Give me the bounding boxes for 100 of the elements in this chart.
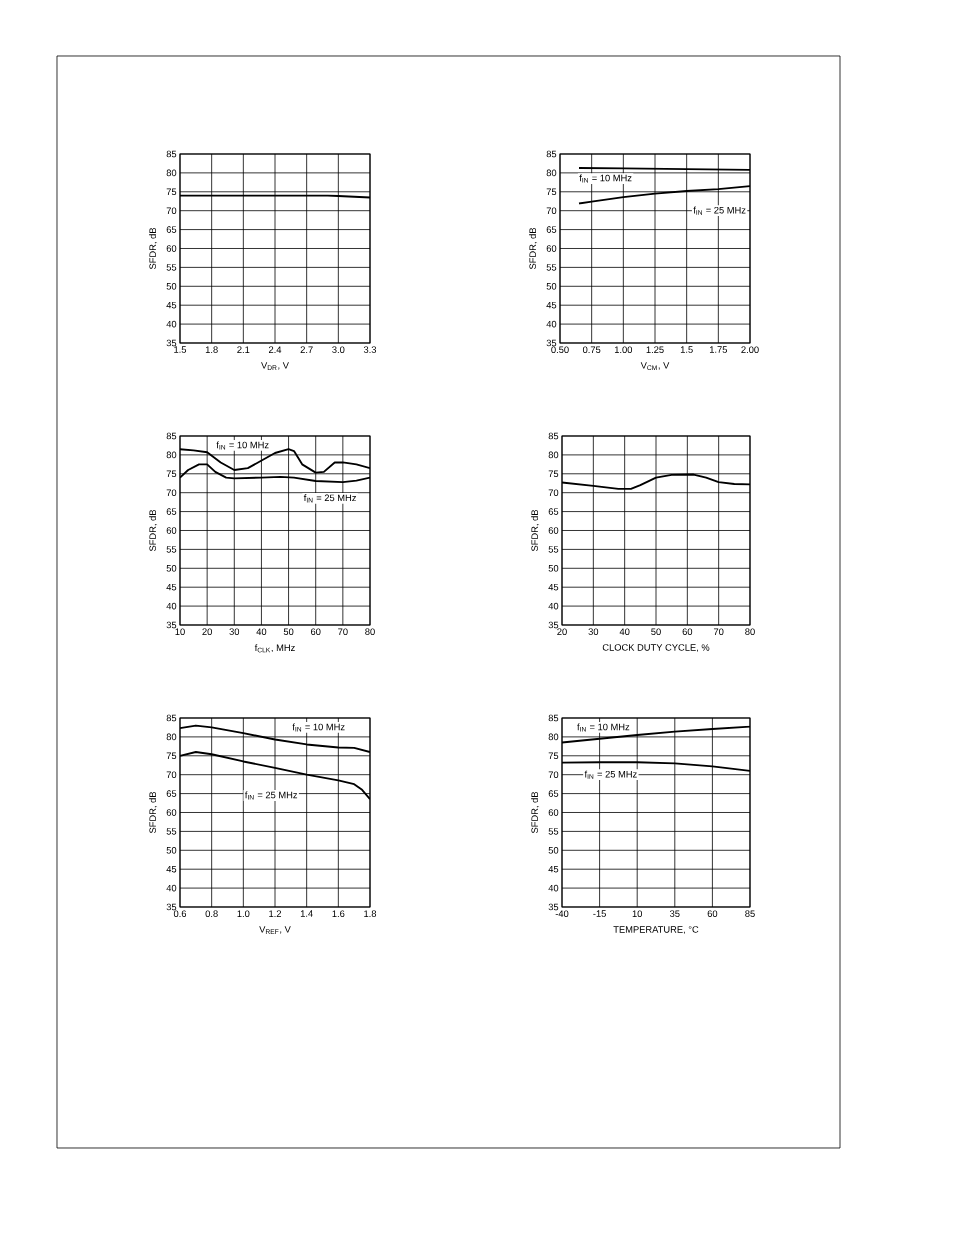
y-tick-label: 70 [166, 489, 177, 496]
x-tick-label: 0.75 [582, 346, 601, 353]
y-tick-label: 40 [548, 602, 559, 610]
y-tick-label: 55 [166, 546, 177, 553]
x-axis-title: f$_{CLK}$, MHz [254, 644, 295, 653]
x-tick-label: 3.0 [332, 346, 345, 353]
x-tick-label: 2.1 [237, 346, 250, 353]
y-axis-title: SFDR, dB [149, 791, 158, 834]
series-label: f$_{IN}$ = 10 MHz [216, 441, 269, 450]
x-tick-label: 30 [588, 628, 599, 635]
y-tick-label: 45 [548, 865, 559, 873]
y-tick-label: 65 [546, 226, 557, 233]
y-tick-label: 40 [548, 884, 559, 892]
x-tick-label: 70 [338, 628, 348, 635]
y-tick-label: 35 [166, 621, 177, 629]
x-axis-title: CLOCK DUTY CYCLE, % [602, 644, 710, 652]
y-tick-label: 45 [166, 583, 177, 591]
y-tick-label: 35 [548, 621, 559, 629]
x-tick-label: 0.8 [205, 910, 218, 917]
y-tick-label: 75 [166, 470, 177, 478]
y-tick-label: 35 [548, 903, 559, 911]
y-tick-label: 40 [546, 320, 557, 328]
y-tick-label: 70 [166, 771, 177, 778]
y-tick-label: 40 [166, 884, 177, 892]
x-tick-label: 10 [175, 628, 185, 635]
y-tick-label: 50 [548, 565, 559, 572]
y-tick-label: 35 [546, 339, 557, 347]
y-tick-label: 65 [548, 508, 559, 515]
x-tick-label: 50 [651, 628, 661, 635]
y-tick-label: 70 [166, 207, 177, 214]
x-tick-label: 70 [713, 628, 724, 635]
x-tick-label: 2.7 [300, 346, 313, 353]
x-tick-label: 10 [632, 910, 643, 917]
y-tick-label: 75 [166, 752, 177, 760]
x-tick-label: 60 [707, 910, 718, 917]
y-tick-label: 75 [166, 188, 177, 196]
y-axis-title: SFDR, dB [531, 509, 540, 552]
y-tick-label: 80 [166, 169, 177, 177]
y-tick-label: 85 [546, 150, 557, 158]
x-tick-label: -40 [555, 910, 569, 917]
series-label: f$_{IN}$ = 25 MHz [693, 206, 746, 215]
y-tick-label: 55 [166, 264, 177, 271]
y-tick-label: 45 [166, 865, 177, 873]
x-tick-label: 40 [619, 628, 630, 635]
y-tick-label: 80 [546, 169, 557, 177]
y-tick-label: 65 [166, 226, 177, 233]
y-axis-title: SFDR, dB [531, 791, 540, 834]
x-tick-label: 60 [682, 628, 693, 635]
y-tick-label: 55 [548, 546, 559, 553]
x-tick-label: 20 [202, 628, 212, 635]
x-tick-label: 0.50 [551, 346, 569, 353]
x-tick-label: 3.3 [363, 346, 377, 353]
series-label: f$_{IN}$ = 25 MHz [244, 791, 298, 800]
y-tick-label: 50 [166, 847, 177, 854]
y-axis-title: SFDR, dB [149, 509, 158, 552]
y-tick-label: 85 [548, 714, 559, 722]
y-tick-label: 75 [548, 752, 559, 760]
y-tick-label: 55 [546, 264, 557, 271]
y-tick-label: 45 [548, 583, 559, 591]
x-tick-label: 80 [365, 628, 375, 635]
y-tick-label: 50 [546, 283, 557, 290]
x-tick-label: 1.5 [174, 346, 187, 353]
y-tick-label: 55 [548, 828, 559, 835]
y-tick-label: 70 [548, 771, 559, 778]
x-axis-title: V$_{CM}$, V [640, 362, 670, 371]
x-tick-label: 2.4 [268, 346, 282, 353]
y-tick-label: 50 [548, 847, 559, 854]
series-label: f$_{IN}$ = 25 MHz [303, 494, 356, 503]
x-tick-label: 1.75 [709, 346, 728, 353]
x-tick-label: 20 [557, 628, 567, 635]
y-tick-label: 85 [166, 714, 177, 722]
x-tick-label: 0.6 [173, 910, 187, 917]
y-axis-title: SFDR, dB [529, 227, 538, 270]
x-tick-label: 2.00 [741, 346, 759, 353]
x-tick-label: 80 [745, 628, 755, 635]
y-tick-label: 65 [166, 508, 177, 515]
series-label: f$_{IN}$ = 10 MHz [292, 723, 345, 732]
y-tick-label: 65 [166, 790, 177, 797]
x-tick-label: 40 [256, 628, 267, 635]
y-tick-label: 85 [548, 432, 559, 440]
y-tick-label: 75 [546, 188, 557, 196]
x-tick-label: 1.5 [680, 346, 693, 353]
x-axis-title: V$_{DR}$, V [261, 362, 289, 370]
y-tick-label: 80 [166, 733, 177, 741]
y-tick-label: 60 [548, 527, 559, 534]
x-tick-label: 1.8 [205, 346, 218, 353]
y-tick-label: 70 [546, 207, 557, 214]
y-tick-label: 85 [166, 150, 177, 158]
y-tick-label: 55 [166, 828, 177, 835]
y-tick-label: 50 [166, 565, 177, 572]
x-tick-label: 85 [745, 910, 755, 917]
x-tick-label: 60 [311, 628, 321, 635]
y-tick-label: 65 [548, 790, 559, 797]
y-tick-label: 40 [166, 320, 177, 328]
x-tick-label: 50 [283, 628, 294, 635]
x-tick-label: 1.4 [300, 910, 313, 917]
y-tick-label: 40 [166, 602, 177, 610]
y-tick-label: 60 [166, 245, 177, 252]
x-tick-label: 1.2 [269, 910, 282, 917]
x-tick-label: 1.8 [364, 910, 377, 917]
